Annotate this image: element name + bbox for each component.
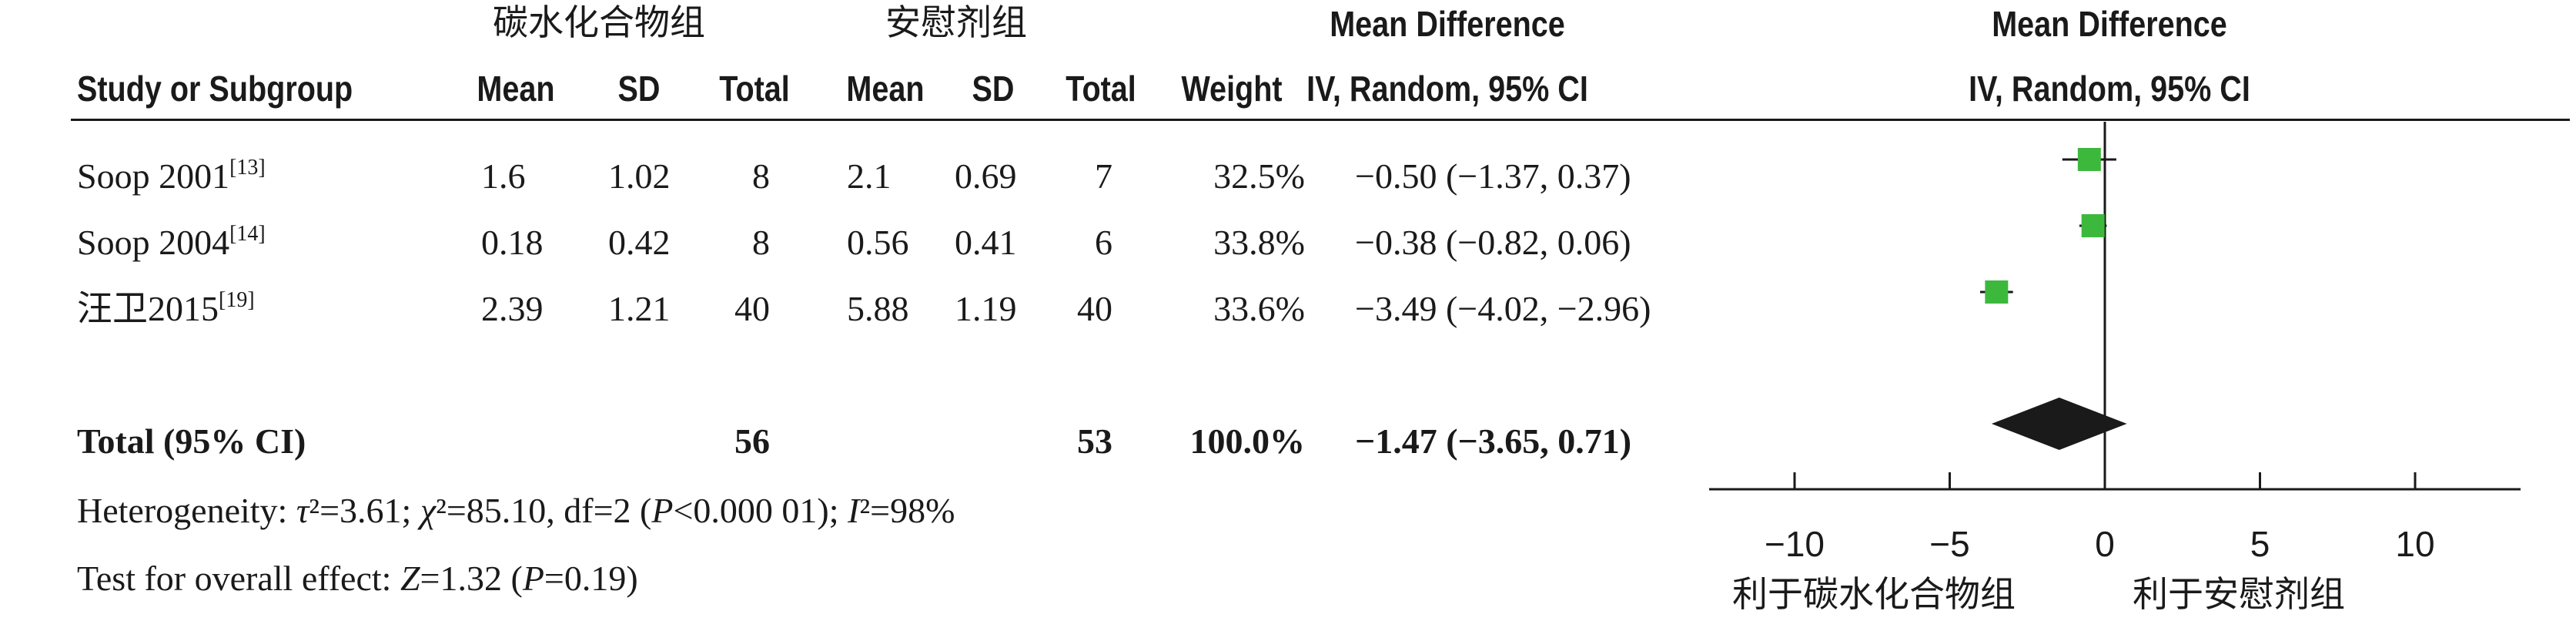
column-header-ci: IV, Random, 95% CI — [1306, 69, 1588, 109]
x-tick-label: 0 — [2095, 524, 2115, 564]
group-header-carb: 碳水化合物组 — [493, 2, 705, 43]
pooled-diamond — [1991, 398, 2127, 450]
sd-1: 1.21 — [608, 289, 671, 328]
column-header-mean-2: Mean — [846, 69, 925, 109]
mean-1: 2.39 — [481, 289, 544, 328]
column-header-sd-2: SD — [972, 69, 1015, 109]
group-header-placebo: 安慰剂组 — [885, 2, 1027, 43]
total-ci: −1.47 (−3.65, 0.71) — [1355, 421, 1632, 461]
heterogeneity-note: Heterogeneity: τ²=3.61; χ²=85.10, df=2 (… — [77, 491, 955, 530]
x-tick-label: 5 — [2250, 524, 2270, 564]
mean-1: 1.6 — [481, 156, 526, 196]
sd-2: 0.69 — [955, 156, 1017, 196]
ci-text: −0.50 (−1.37, 0.37) — [1355, 156, 1631, 196]
total-2: 40 — [1077, 289, 1112, 328]
column-header-sd-1: SD — [617, 69, 661, 109]
column-header-study: Study or Subgroup — [77, 69, 353, 109]
total-1: 8 — [752, 223, 770, 262]
total-n-1: 56 — [734, 421, 770, 461]
study-marker — [1985, 280, 2009, 304]
weight: 33.8% — [1213, 223, 1305, 262]
total-2: 7 — [1095, 156, 1112, 196]
study-label: Soop 2004[14] — [77, 222, 266, 262]
x-tick-label: −10 — [1765, 524, 1825, 564]
x-tick-label: −5 — [1929, 524, 1969, 564]
header-rule — [71, 119, 2570, 121]
favours-right-label: 利于安慰剂组 — [2133, 573, 2345, 615]
column-header-ci-plot: IV, Random, 95% CI — [1969, 69, 2250, 109]
overall-effect-note: Test for overall effect: Z=1.32 (P=0.19) — [77, 559, 638, 598]
sd-1: 1.02 — [608, 156, 671, 196]
mean-2: 5.88 — [847, 289, 909, 328]
total-weight: 100.0% — [1189, 421, 1306, 461]
sd-2: 0.41 — [955, 223, 1017, 262]
total-n-2: 53 — [1077, 421, 1112, 461]
weight: 32.5% — [1213, 156, 1305, 196]
total-label: Total (95% CI) — [77, 421, 306, 461]
column-header-total-1: Total — [719, 69, 790, 109]
column-header-weight: Weight — [1181, 69, 1283, 109]
study-marker — [2077, 148, 2101, 171]
column-header-mean-1: Mean — [477, 69, 555, 109]
study-label: 汪卫2015[19] — [77, 288, 255, 328]
total-1: 40 — [734, 289, 770, 328]
study-label: Soop 2001[13] — [77, 156, 266, 196]
mean-2: 0.56 — [847, 223, 909, 262]
mean-2: 2.1 — [847, 156, 892, 196]
total-1: 8 — [752, 156, 770, 196]
favours-left-label: 利于碳水化合物组 — [1732, 573, 2016, 615]
ci-text: −3.49 (−4.02, −2.96) — [1355, 289, 1651, 328]
mean-1: 0.18 — [481, 223, 544, 262]
study-marker — [2081, 214, 2105, 237]
ci-text: −0.38 (−0.82, 0.06) — [1355, 223, 1631, 262]
column-header-total-2: Total — [1066, 69, 1136, 109]
mean-difference-header-right: Mean Difference — [1992, 4, 2227, 44]
weight: 33.6% — [1213, 289, 1305, 328]
sd-1: 0.42 — [608, 223, 671, 262]
total-2: 6 — [1095, 223, 1112, 262]
x-tick-label: 10 — [2395, 524, 2434, 564]
sd-2: 1.19 — [955, 289, 1017, 328]
mean-difference-header-left: Mean Difference — [1330, 4, 1565, 44]
